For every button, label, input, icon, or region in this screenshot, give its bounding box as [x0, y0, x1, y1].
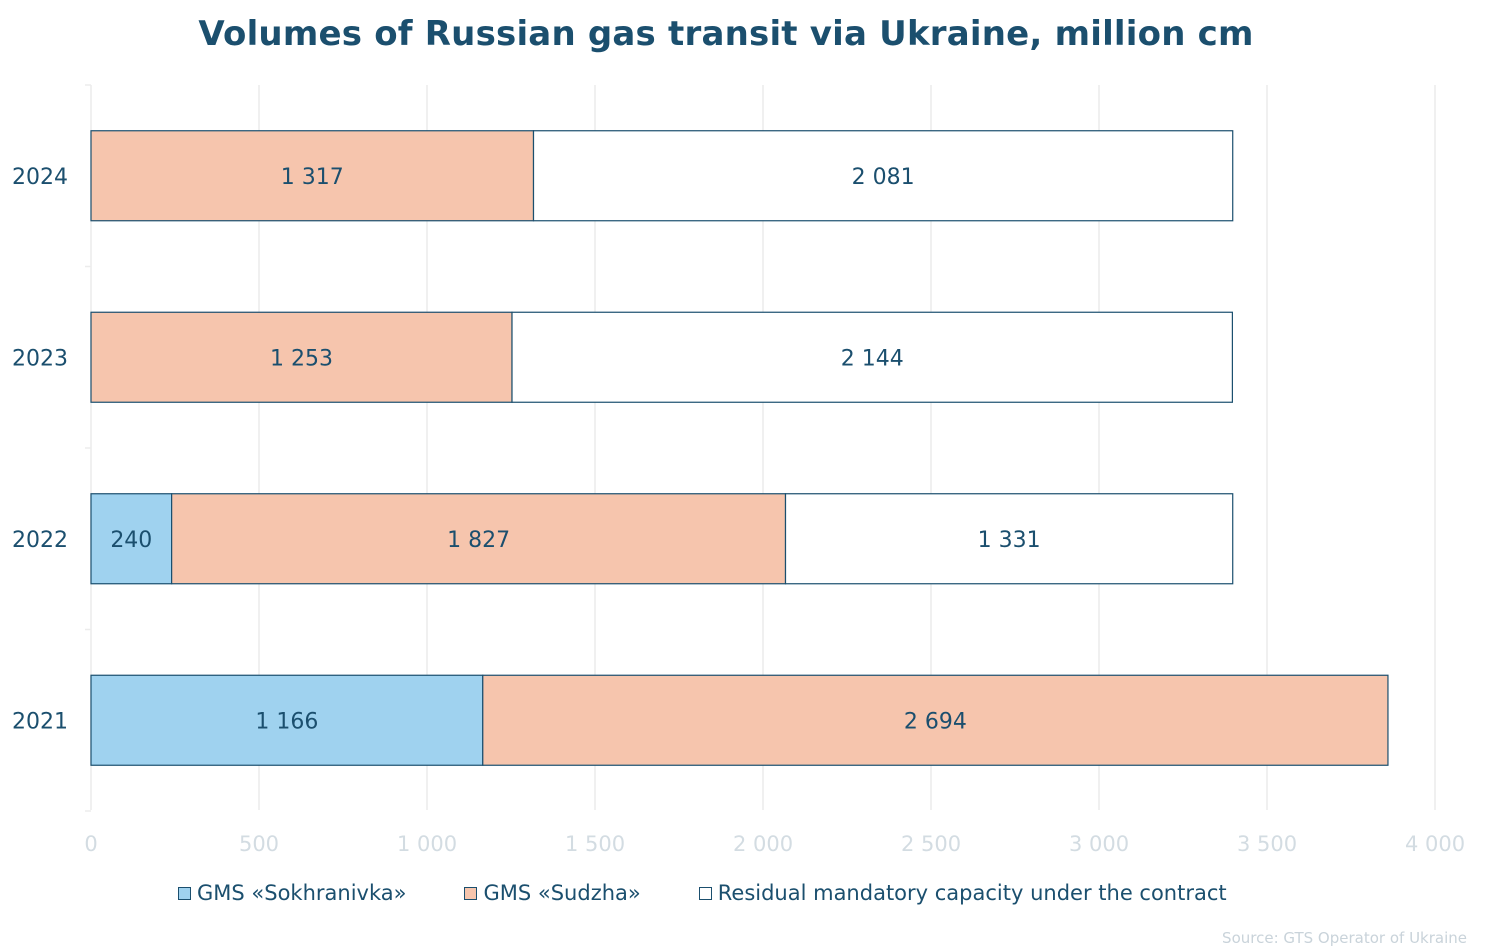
legend-label-sokhranivka: GMS «Sokhranivka»: [197, 881, 407, 905]
x-tick-label-6: 3 000: [1069, 832, 1129, 856]
bar-label-2021-series-1: 2 694: [904, 709, 967, 734]
bar-2024-series-1: [90, 130, 535, 222]
legend-label-sudzha: GMS «Sudzha»: [483, 881, 641, 905]
legend-item-residual: Residual mandatory capacity under the co…: [698, 881, 1227, 905]
legend-item-sokhranivka: GMS «Sokhranivka»: [178, 881, 406, 905]
x-tick-labels: 0 500 1 000 1 500 2 000 2 500 3 000 3 500 4 000: [84, 832, 1465, 856]
legend: GMS «Sokhranivka» GMS «Sudzha» Residual …: [178, 878, 1285, 908]
y-tick-label-2022: 2022: [12, 528, 68, 553]
bar-label-2024-series-2: 2 081: [852, 165, 915, 190]
bar-label-2022-series-0: 240: [110, 528, 152, 553]
bar-2023-series-2: [511, 311, 1233, 403]
legend-item-sudzha: GMS «Sudzha»: [464, 881, 641, 905]
x-tick-label-5: 2 500: [901, 832, 961, 856]
x-tick-label-1: 500: [239, 832, 279, 856]
bar-2021-series-1: [482, 674, 1389, 766]
legend-label-residual: Residual mandatory capacity under the co…: [717, 881, 1227, 905]
bar-2024-series-2: [532, 130, 1234, 222]
x-tick-label-8: 4 000: [1405, 832, 1465, 856]
x-tick-label-2: 1 000: [397, 832, 457, 856]
y-tick-labels: 2024 2023 2022 2021: [12, 165, 68, 735]
bar-2022-series-2: [784, 493, 1234, 585]
source-note: Source: GTS Operator of Ukraine: [1222, 929, 1467, 947]
y-tick-label-2021: 2021: [12, 709, 68, 734]
bar-chart: 1 317 2 081 1 253 2 144 240 1 827 1 331 1 166 2 …: [12, 84, 1465, 856]
bar-label-2023-series-1: 1 253: [270, 346, 333, 371]
y-tick-label-2023: 2023: [12, 346, 68, 371]
legend-swatch-sudzha: [464, 886, 478, 900]
bar-label-2022-series-2: 1 331: [978, 528, 1041, 553]
bar-label-2023-series-2: 2 144: [841, 346, 904, 371]
bar-labels: 1 317 2 081 1 253 2 144 240 1 827 1 331 1 166 2 …: [110, 165, 1040, 735]
legend-swatch-residual: [698, 886, 712, 900]
bar-2021-series-0: [90, 674, 484, 766]
x-tick-label-7: 3 500: [1237, 832, 1297, 856]
chart-title: Volumes of Russian gas transit via Ukrai…: [198, 14, 1254, 54]
x-tick-label-4: 2 000: [733, 832, 793, 856]
bar-label-2022-series-1: 1 827: [447, 528, 510, 553]
bar-label-2024-series-1: 1 317: [281, 165, 344, 190]
x-tick-label-0: 0: [84, 832, 97, 856]
legend-swatch-sokhranivka: [178, 886, 191, 900]
y-tick-label-2024: 2024: [12, 165, 68, 190]
bar-2022-series-1: [171, 493, 787, 585]
bars: [90, 130, 1389, 766]
bar-label-2021-series-0: 1 166: [255, 709, 318, 734]
bar-2023-series-1: [90, 311, 513, 403]
x-tick-label-3: 1 500: [565, 832, 625, 856]
